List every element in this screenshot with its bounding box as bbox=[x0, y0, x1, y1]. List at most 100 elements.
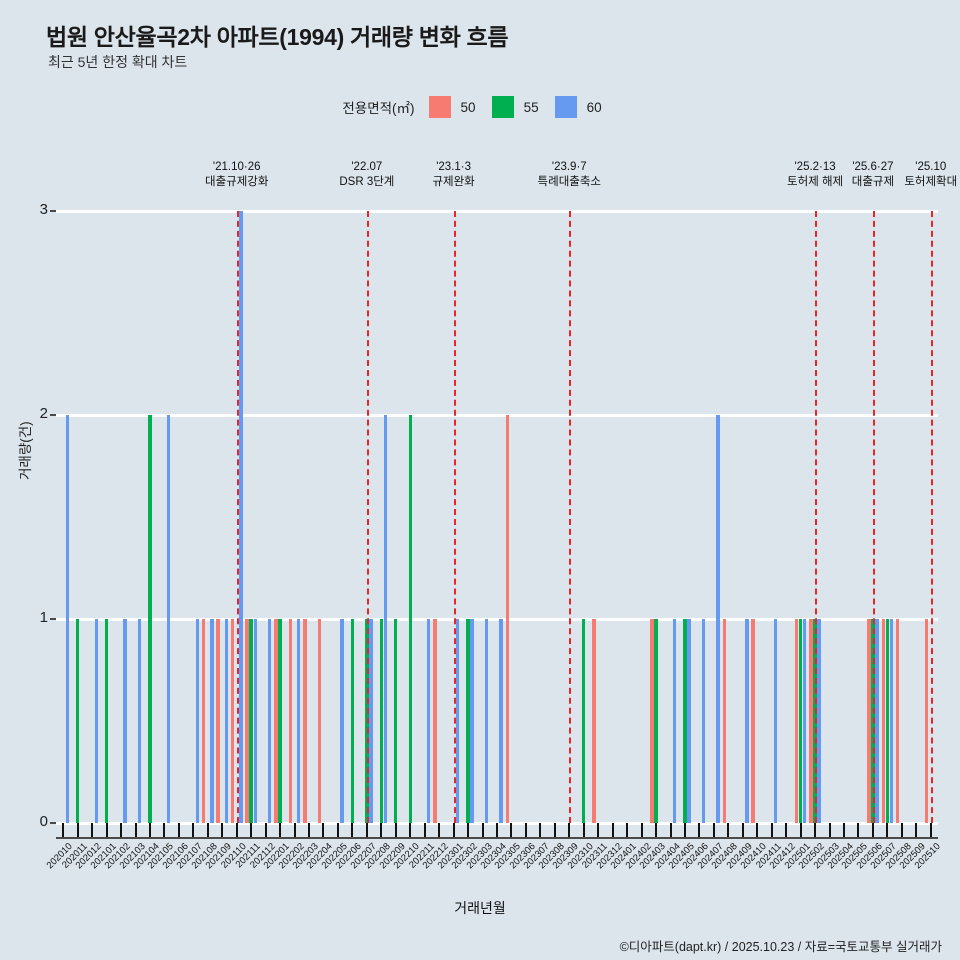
event-date-0: '21.10·26 bbox=[212, 161, 261, 173]
bar[interactable] bbox=[230, 619, 235, 823]
event-label-3: 특례대출축소 bbox=[537, 176, 602, 188]
bar[interactable] bbox=[202, 619, 206, 823]
bar[interactable] bbox=[817, 619, 821, 823]
gridline-y-3 bbox=[56, 209, 938, 213]
bar[interactable] bbox=[672, 619, 677, 823]
chart-plot-area: 0 1 2 3 bbox=[40, 201, 938, 830]
x-tick-mark bbox=[857, 823, 860, 837]
x-axis-label: 거래년월 bbox=[454, 900, 506, 916]
bar[interactable] bbox=[809, 619, 813, 823]
bar[interactable] bbox=[582, 619, 586, 823]
bar[interactable] bbox=[592, 619, 596, 823]
bar[interactable] bbox=[885, 619, 890, 823]
bar[interactable] bbox=[716, 415, 720, 823]
bar[interactable] bbox=[650, 619, 654, 823]
legend-item-50[interactable]: 50 bbox=[428, 96, 476, 118]
bar[interactable] bbox=[813, 619, 817, 823]
bar[interactable] bbox=[317, 619, 322, 823]
bar[interactable] bbox=[383, 415, 388, 823]
bar[interactable] bbox=[722, 619, 726, 823]
bar[interactable] bbox=[75, 619, 80, 823]
x-tick-mark bbox=[785, 823, 788, 837]
bar[interactable] bbox=[278, 619, 282, 823]
bar[interactable] bbox=[288, 619, 293, 823]
bar[interactable] bbox=[123, 619, 127, 823]
x-tick-mark bbox=[264, 823, 267, 837]
bar[interactable] bbox=[249, 619, 253, 823]
bar[interactable] bbox=[794, 619, 799, 823]
x-tick-mark bbox=[308, 823, 311, 837]
bar[interactable] bbox=[881, 619, 885, 823]
bar[interactable] bbox=[245, 619, 249, 823]
x-tick-mark bbox=[900, 823, 903, 837]
bar[interactable] bbox=[369, 619, 373, 823]
x-tick-mark bbox=[105, 823, 108, 837]
x-tick-mark bbox=[539, 823, 542, 837]
bar[interactable] bbox=[803, 619, 807, 823]
bar[interactable] bbox=[394, 619, 398, 823]
bar[interactable] bbox=[484, 619, 489, 823]
bar[interactable] bbox=[303, 619, 307, 823]
event-annotation-6: '25.10 토허제확대 bbox=[861, 160, 960, 190]
bar[interactable] bbox=[896, 619, 900, 823]
bar[interactable] bbox=[104, 619, 109, 823]
bar[interactable] bbox=[210, 619, 214, 823]
event-line-0 bbox=[236, 211, 239, 823]
bar[interactable] bbox=[505, 415, 510, 823]
bar[interactable] bbox=[654, 619, 658, 823]
bar[interactable] bbox=[253, 619, 257, 823]
event-label-4: 토허제 해제 bbox=[787, 176, 844, 188]
x-tick-mark bbox=[553, 823, 556, 837]
bar[interactable] bbox=[433, 619, 437, 823]
bar[interactable] bbox=[239, 211, 243, 823]
bar[interactable] bbox=[774, 619, 778, 823]
x-tick-mark bbox=[712, 823, 715, 837]
bar[interactable] bbox=[216, 619, 220, 823]
bar[interactable] bbox=[687, 619, 691, 823]
x-tick-mark bbox=[669, 823, 672, 837]
bar[interactable] bbox=[466, 619, 470, 823]
legend-item-55[interactable]: 55 bbox=[491, 96, 539, 118]
x-tick-mark bbox=[452, 823, 455, 837]
event-annotation-1: '22.07 DSR 3단계 bbox=[297, 160, 437, 190]
bar[interactable] bbox=[701, 619, 706, 823]
x-tick-mark bbox=[394, 823, 397, 837]
x-tick-mark bbox=[351, 823, 354, 837]
bar[interactable] bbox=[365, 619, 369, 823]
x-tick-mark bbox=[843, 823, 846, 837]
bar[interactable] bbox=[427, 619, 431, 823]
bar[interactable] bbox=[683, 619, 687, 823]
bar[interactable] bbox=[148, 415, 152, 823]
x-tick-mark bbox=[423, 823, 426, 837]
bar[interactable] bbox=[65, 415, 69, 823]
bar[interactable] bbox=[798, 619, 803, 823]
bar[interactable] bbox=[470, 619, 474, 823]
bar[interactable] bbox=[268, 619, 272, 823]
bar[interactable] bbox=[408, 415, 412, 823]
x-tick-mark bbox=[626, 823, 629, 837]
event-date-4: '25.2·13 bbox=[794, 161, 836, 173]
bar[interactable] bbox=[340, 619, 344, 823]
event-line-5 bbox=[872, 211, 875, 823]
bar[interactable] bbox=[166, 415, 171, 823]
bar[interactable] bbox=[224, 619, 229, 823]
bar[interactable] bbox=[456, 619, 460, 823]
legend-title: 전용면적(㎡) bbox=[342, 101, 415, 116]
bar[interactable] bbox=[94, 619, 98, 823]
legend-item-60[interactable]: 60 bbox=[554, 96, 602, 118]
bar[interactable] bbox=[751, 619, 755, 823]
event-line-4 bbox=[815, 211, 818, 823]
bar[interactable] bbox=[274, 619, 278, 823]
bar[interactable] bbox=[499, 619, 503, 823]
bar[interactable] bbox=[296, 619, 301, 823]
bar[interactable] bbox=[350, 619, 355, 823]
bar[interactable] bbox=[137, 619, 142, 823]
bar[interactable] bbox=[889, 619, 894, 823]
bar[interactable] bbox=[195, 619, 200, 823]
bar[interactable] bbox=[867, 619, 871, 823]
bar[interactable] bbox=[924, 619, 929, 823]
bar[interactable] bbox=[379, 619, 384, 823]
bar[interactable] bbox=[875, 619, 879, 823]
event-line-1 bbox=[366, 211, 369, 823]
bar[interactable] bbox=[745, 619, 749, 823]
